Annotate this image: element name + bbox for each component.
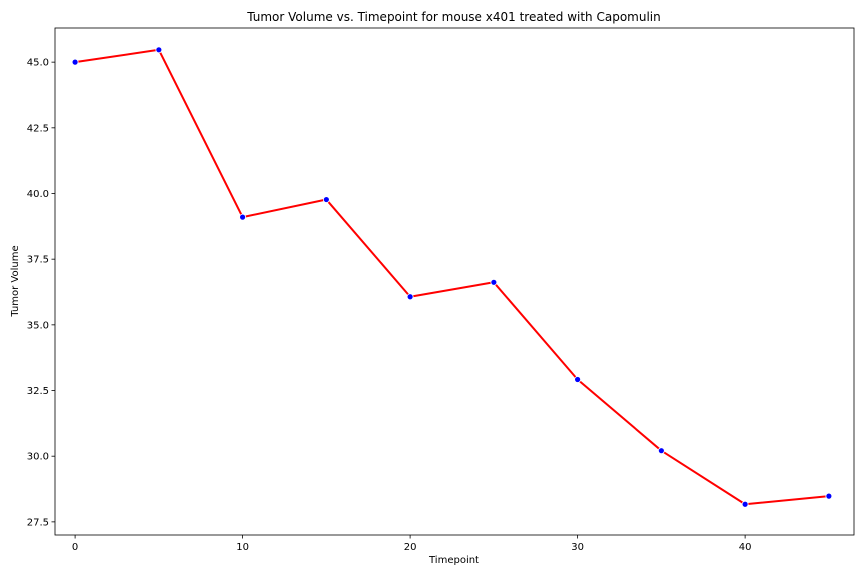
x-tick-label: 0 [72, 542, 78, 553]
data-point [155, 46, 163, 54]
x-axis-label: Timepoint [428, 555, 479, 566]
y-tick-label: 45.0 [27, 58, 49, 69]
plot-area [71, 46, 833, 508]
data-point [239, 213, 247, 221]
x-axis: 0 10 20 30 40 [72, 535, 752, 553]
data-point [322, 196, 330, 203]
data-point [741, 500, 749, 508]
x-tick-label: 10 [236, 542, 249, 553]
y-tick-label: 35.0 [27, 320, 49, 331]
y-tick-label: 42.5 [27, 123, 49, 134]
y-tick-label: 40.0 [27, 189, 49, 200]
data-point [490, 278, 498, 286]
chart-title: Tumor Volume vs. Timepoint for mouse x40… [246, 10, 661, 24]
data-point [657, 447, 665, 455]
x-tick-label: 20 [404, 542, 417, 553]
x-tick-label: 30 [571, 542, 584, 553]
series-line [74, 48, 829, 506]
data-point [574, 376, 582, 383]
y-tick-label: 32.5 [27, 386, 49, 397]
x-tick-label: 40 [739, 542, 752, 553]
data-point [825, 492, 833, 500]
data-point [406, 293, 414, 301]
y-tick-label: 27.5 [27, 517, 49, 528]
data-point [71, 58, 79, 66]
plot-frame [54, 27, 855, 536]
y-axis-label: Tumor Volume [10, 245, 21, 317]
y-axis: 27.5 30.0 32.5 35.0 37.5 40.0 42.5 45.0 [27, 58, 55, 528]
y-tick-label: 37.5 [27, 255, 49, 266]
y-tick-label: 30.0 [27, 452, 49, 463]
